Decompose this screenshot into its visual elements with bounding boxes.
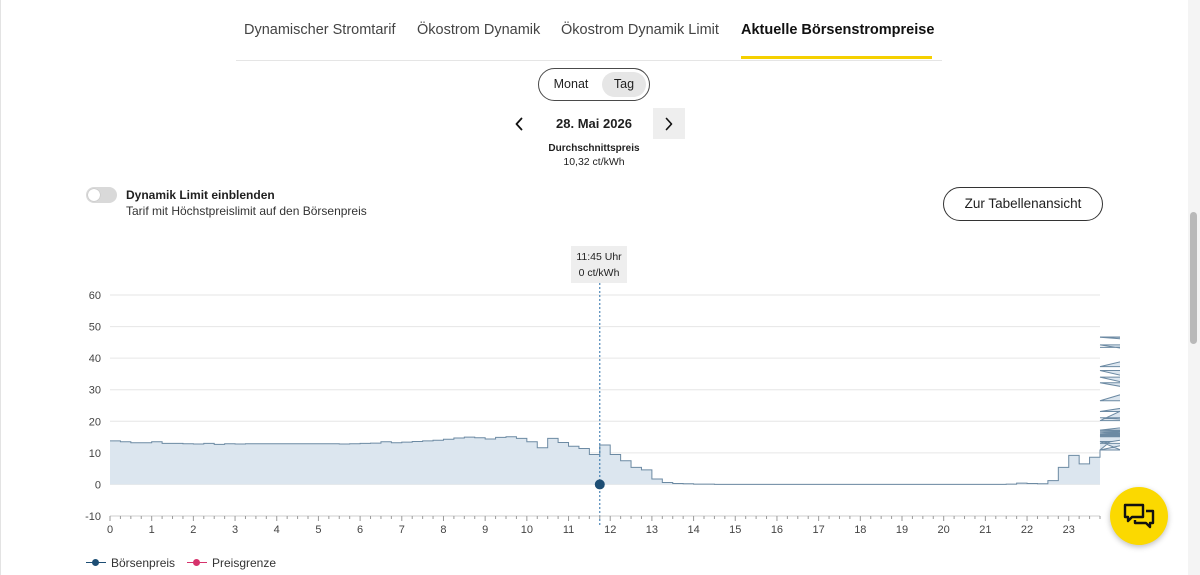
- x-tick-label: 13: [646, 524, 658, 536]
- x-tick-label: 16: [771, 524, 783, 536]
- average-price-value: 10,32 ct/kWh: [563, 156, 625, 168]
- table-view-button[interactable]: Zur Tabellenansicht: [943, 187, 1103, 221]
- chat-bubbles-icon: [1123, 503, 1155, 529]
- active-tab-indicator: [741, 56, 932, 59]
- highlight-point: [594, 479, 605, 490]
- chart-series: [110, 283, 1120, 525]
- y-tick-label: 30: [89, 385, 101, 397]
- chevron-right-icon: [665, 117, 673, 130]
- x-tick-label: 17: [813, 524, 825, 536]
- tab-dynamischer-stromtarif[interactable]: Dynamischer Stromtarif: [244, 22, 396, 38]
- chart-tooltip: 11:45 Uhr 0 ct/kWh: [571, 246, 627, 283]
- average-price-label: Durchschnittspreis: [548, 143, 640, 154]
- x-tick-label: 22: [1021, 524, 1033, 536]
- legend-label-preisgrenze: Preisgrenze: [212, 556, 277, 570]
- x-tick-label: 0: [107, 524, 113, 536]
- x-tick-label: 8: [440, 524, 446, 536]
- x-tick-label: 1: [149, 524, 155, 536]
- x-tick-label: 20: [938, 524, 950, 536]
- current-date: 28. Mai 2026: [556, 116, 632, 131]
- x-tick-label: 6: [357, 524, 363, 536]
- chevron-left-icon: [515, 117, 523, 131]
- dynamik-limit-switch[interactable]: [86, 187, 117, 203]
- y-tick-label: 50: [89, 322, 101, 334]
- x-tick-label: 10: [521, 524, 533, 536]
- legend-marker-preisgrenze: [187, 558, 207, 568]
- y-tick-label: 0: [95, 479, 101, 491]
- x-tick-label: 21: [979, 524, 991, 536]
- y-tick-label: 60: [89, 290, 101, 302]
- x-tick-label: 19: [896, 524, 908, 536]
- chat-button[interactable]: [1110, 487, 1168, 545]
- y-tick-label: 20: [89, 416, 101, 428]
- x-tick-label: 15: [729, 524, 741, 536]
- tooltip-value: 0 ct/kWh: [579, 267, 620, 279]
- x-tick-label: 14: [687, 524, 699, 536]
- tooltip-box: [571, 246, 627, 283]
- y-tick-label: 40: [89, 353, 101, 365]
- y-tick-label: -10: [85, 511, 101, 523]
- tab-oekostrom-dynamik-limit[interactable]: Ökostrom Dynamik Limit: [561, 22, 719, 38]
- series-line-boersenpreis: [110, 336, 1120, 485]
- x-tick-label: 9: [482, 524, 488, 536]
- x-tick-label: 2: [190, 524, 196, 536]
- period-toggle: Monat Tag: [538, 68, 650, 101]
- next-day-button[interactable]: [653, 108, 685, 139]
- limit-toggle-subtitle: Tarif mit Höchstpreislimit auf den Börse…: [126, 204, 367, 218]
- scrollbar-thumb[interactable]: [1190, 212, 1197, 344]
- x-tick-label: 7: [399, 524, 405, 536]
- period-option-month[interactable]: Monat: [553, 77, 589, 91]
- legend-item-preisgrenze[interactable]: Preisgrenze: [187, 555, 276, 571]
- limit-toggle-title: Dynamik Limit einblenden: [126, 188, 275, 202]
- x-tick-label: 3: [232, 524, 238, 536]
- tab-bar: Dynamischer Stromtarif Ökostrom Dynamik …: [236, 0, 942, 61]
- y-tick-label: 10: [89, 448, 101, 460]
- previous-day-button[interactable]: [506, 110, 532, 138]
- x-tick-label: 23: [1063, 524, 1075, 536]
- x-tick-label: 18: [854, 524, 866, 536]
- legend-item-boersenpreis[interactable]: Börsenpreis: [86, 555, 175, 571]
- x-tick-label: 4: [274, 524, 280, 536]
- tab-oekostrom-dynamik[interactable]: Ökostrom Dynamik: [417, 22, 541, 38]
- x-tick-label: 11: [563, 524, 574, 536]
- tab-aktuelle-boersenstrompreise[interactable]: Aktuelle Börsenstrompreise: [741, 22, 935, 38]
- series-area-boersenpreis: [110, 336, 1120, 485]
- switch-knob: [88, 189, 100, 201]
- x-tick-label: 5: [315, 524, 321, 536]
- legend-label-boersenpreis: Börsenpreis: [111, 556, 176, 570]
- legend-marker-boersenpreis: [86, 558, 106, 568]
- period-option-day[interactable]: Tag: [602, 72, 646, 97]
- tooltip-time: 11:45 Uhr: [576, 251, 622, 263]
- x-tick-label: 12: [604, 524, 616, 536]
